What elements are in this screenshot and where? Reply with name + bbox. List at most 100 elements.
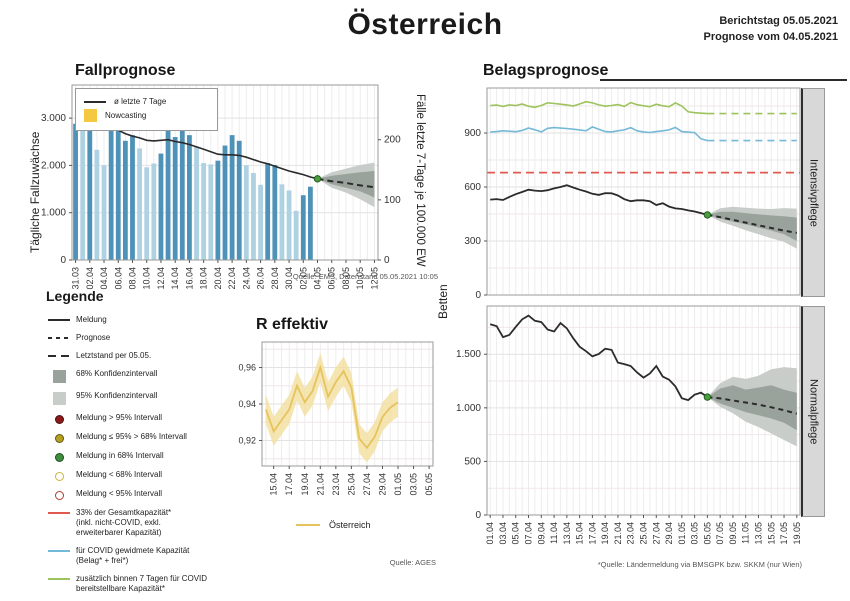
legend-swatch-column [42, 488, 76, 500]
legend-dot-icon [54, 415, 64, 424]
legend-swatch-column [42, 573, 76, 580]
svg-text:2.000: 2.000 [41, 160, 66, 171]
normalpflege-strip: Normalpflege [801, 306, 825, 517]
svg-text:3.000: 3.000 [41, 113, 66, 124]
svg-text:28.04: 28.04 [270, 267, 280, 290]
svg-text:10.04: 10.04 [142, 267, 152, 290]
svg-text:25.04: 25.04 [346, 473, 356, 496]
legend-item-label: zusätzlich binnen 7 Tagen für COVID bere… [76, 574, 208, 593]
legend-swatch-column [42, 450, 76, 462]
legende-panel: Legende Meldung Prognose Letztstand per 05… [28, 288, 246, 601]
normalpflege-label: Normalpflege [807, 378, 820, 445]
svg-text:13.04: 13.04 [562, 522, 572, 545]
svg-text:15.04: 15.04 [575, 522, 585, 545]
belagsprognose-title: Belagsprognose [483, 62, 609, 79]
legend-item-label: Meldung > 95% Intervall [76, 413, 163, 422]
r-line-icon [296, 524, 320, 526]
svg-text:01.05: 01.05 [393, 473, 403, 496]
svg-text:29.04: 29.04 [377, 473, 387, 496]
nowcasting-swatch-icon [84, 109, 97, 122]
legend-dot-icon [54, 453, 64, 462]
svg-text:1.000: 1.000 [41, 208, 66, 219]
svg-text:05.04: 05.04 [511, 522, 521, 545]
report-day: Berichtstag 05.05.2021 [719, 15, 838, 27]
legende-items: Meldung Prognose Letztstand per 05.05. 68% … [28, 314, 246, 594]
svg-text:0: 0 [475, 510, 481, 521]
svg-text:0,92: 0,92 [238, 435, 256, 445]
svg-text:04.05: 04.05 [313, 267, 323, 290]
legend-item-label: Meldung [76, 315, 107, 324]
svg-text:05.05: 05.05 [424, 473, 434, 496]
svg-text:03.04: 03.04 [498, 522, 508, 545]
svg-text:03.05: 03.05 [409, 473, 419, 496]
legend-line-icon [48, 550, 70, 552]
legend-item: für COVID gewidmete Kapazität (Belag* + … [28, 545, 246, 566]
legend-square-icon [52, 370, 66, 383]
svg-text:21.04: 21.04 [315, 473, 325, 496]
legend-item: zusätzlich binnen 7 Tagen für COVID bere… [28, 573, 246, 594]
legend-item-label: Meldung < 95% Intervall [76, 489, 163, 498]
svg-text:02.04: 02.04 [85, 267, 95, 290]
svg-text:08.04: 08.04 [127, 267, 137, 290]
svg-text:23.04: 23.04 [331, 473, 341, 496]
legend-row-average: ø letzte 7 Tage [84, 97, 209, 106]
svg-text:0,94: 0,94 [238, 399, 256, 409]
svg-text:1.500: 1.500 [456, 349, 481, 360]
svg-text:27.04: 27.04 [362, 473, 372, 496]
svg-text:20.04: 20.04 [213, 267, 223, 290]
legend-line-icon [48, 578, 70, 580]
svg-text:09.05: 09.05 [728, 522, 738, 545]
legend-item: Meldung ≤ 95% > 68% Intervall [28, 431, 246, 443]
svg-text:300: 300 [464, 236, 481, 247]
svg-text:16.04: 16.04 [184, 267, 194, 290]
legend-swatch-column [42, 469, 76, 481]
svg-text:17.04: 17.04 [587, 522, 597, 545]
svg-text:10.05: 10.05 [355, 267, 365, 290]
legend-item-label: Letztstand per 05.05. [76, 351, 152, 360]
legend-item-label: für COVID gewidmete Kapazität (Belag* + … [76, 546, 190, 565]
legend-item-label: Meldung ≤ 95% > 68% Intervall [76, 432, 187, 441]
legend-swatch-column [42, 368, 76, 383]
nowcasting-label: Nowcasting [105, 111, 147, 120]
legend-swatch-column [42, 545, 76, 552]
legend-item: Meldung < 95% Intervall [28, 488, 246, 500]
svg-text:15.05: 15.05 [766, 522, 776, 545]
svg-text:0: 0 [475, 290, 481, 298]
svg-text:100: 100 [384, 195, 401, 206]
svg-text:02.05: 02.05 [298, 267, 308, 290]
legend-square-icon [52, 392, 66, 405]
legend-swatch-column [42, 412, 76, 424]
legend-swatch-column [42, 314, 76, 321]
svg-text:04.04: 04.04 [99, 267, 109, 290]
svg-text:19.04: 19.04 [300, 473, 310, 496]
svg-text:03.05: 03.05 [690, 522, 700, 545]
svg-text:17.05: 17.05 [779, 522, 789, 545]
svg-text:09.04: 09.04 [536, 522, 546, 545]
legend-item: Meldung > 95% Intervall [28, 412, 246, 424]
legend-item-label: Prognose [76, 333, 111, 342]
svg-text:01.05: 01.05 [677, 522, 687, 545]
page-title: Österreich [347, 8, 503, 41]
legend-dash-icon [48, 337, 70, 339]
svg-text:15.04: 15.04 [269, 473, 279, 496]
svg-text:0: 0 [384, 255, 390, 266]
svg-text:22.04: 22.04 [227, 267, 237, 290]
legend-dot-icon [54, 434, 64, 443]
legend-item: 95% Konfidenzintervall [28, 390, 246, 405]
legend-item-label: 95% Konfidenzintervall [76, 391, 158, 400]
legend-item-label: Meldung < 68% Intervall [76, 470, 163, 479]
svg-text:29.04: 29.04 [664, 522, 674, 545]
svg-text:19.04: 19.04 [600, 522, 610, 545]
prognosis-from: Prognose vom 04.05.2021 [703, 30, 838, 43]
legende-title: Legende [46, 288, 104, 304]
svg-text:06.05: 06.05 [327, 267, 337, 290]
legend-swatch-column [42, 390, 76, 405]
belagsprognose-footnote: *Quelle: Ländermeldung via BMSGPK bzw. S… [597, 560, 802, 569]
average-line-label: ø letzte 7 Tage [114, 97, 167, 106]
legend-ring-icon [54, 472, 64, 481]
legend-item: 33% der Gesamtkapazität* (inkl. nicht-CO… [28, 507, 246, 538]
legend-swatch-column [42, 350, 76, 357]
r-effektiv-legend: Österreich [296, 520, 371, 530]
